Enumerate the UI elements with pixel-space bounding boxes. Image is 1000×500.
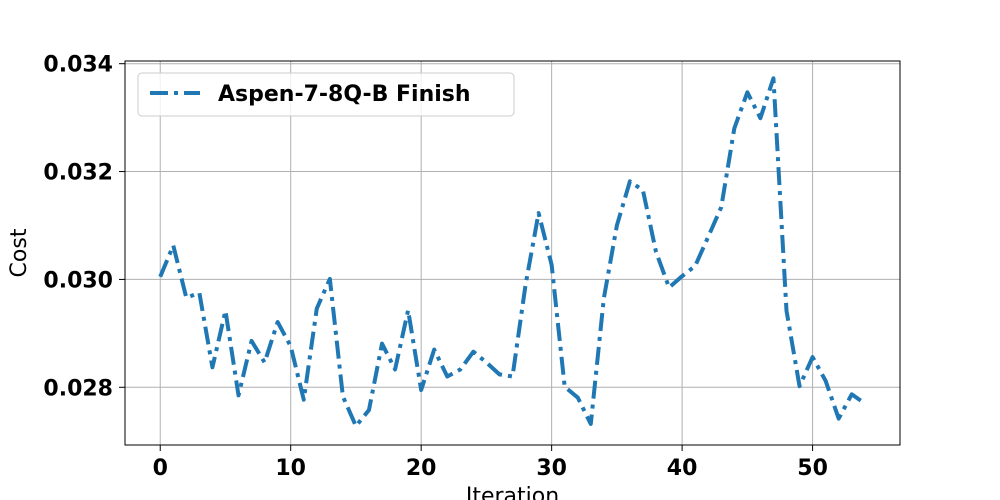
x-tick-label: 0: [153, 456, 168, 481]
x-axis-label: Iteration: [466, 484, 559, 500]
legend-label: Aspen-7-8Q-B Finish: [218, 82, 471, 107]
x-tick-label: 20: [406, 456, 437, 481]
x-tick-label: 10: [275, 456, 306, 481]
axis-ticks: 0 10 20 30 40 50 0.028 0.030 0.032 0.034: [43, 53, 827, 481]
legend-box: [137, 72, 515, 117]
x-tick-label: 30: [536, 456, 567, 481]
y-tick-label: 0.028: [43, 376, 113, 401]
plot-frame: [124, 60, 901, 446]
y-tick-label: 0.030: [43, 268, 113, 293]
y-tick-label: 0.034: [43, 53, 113, 78]
grid-lines: [125, 61, 900, 445]
x-tick-label: 50: [797, 456, 828, 481]
series-lines: [158, 76, 866, 429]
series-line: [158, 76, 866, 429]
x-tick-label: 40: [667, 456, 698, 481]
y-tick-label: 0.032: [43, 161, 113, 186]
legend: Aspen-7-8Q-B Finish: [137, 72, 515, 117]
y-axis-label: Cost: [7, 228, 32, 277]
